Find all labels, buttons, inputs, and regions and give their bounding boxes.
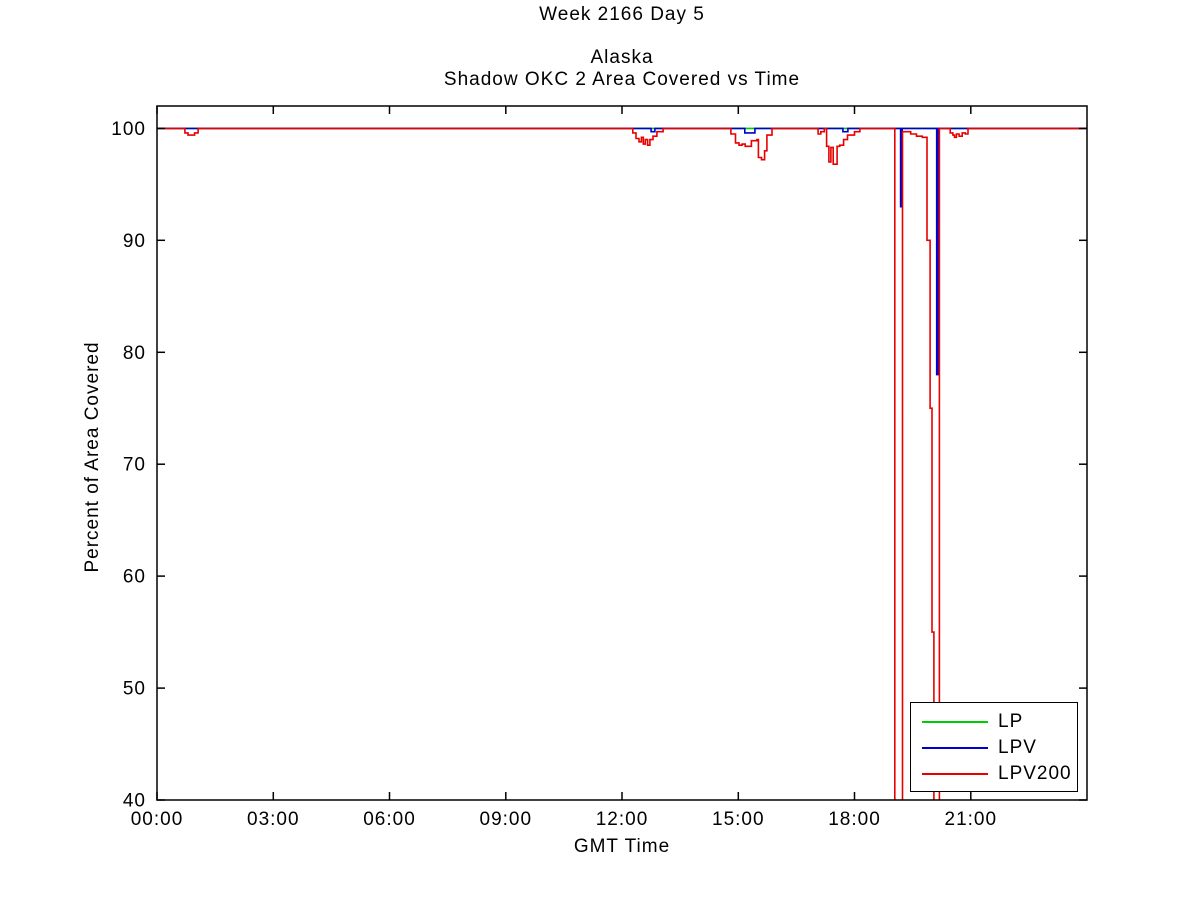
y-tick-label: 70: [123, 455, 146, 476]
legend-entry-lp: LP: [911, 709, 1077, 735]
y-tick-label: 100: [111, 119, 146, 140]
series-line-LPV: [157, 127, 1087, 376]
x-tick-label: 12:00: [596, 809, 649, 830]
plot-border: [156, 105, 1088, 801]
series-line-LPV200: [157, 127, 1087, 800]
y-tick-label: 90: [123, 231, 146, 252]
y-tick-label: 40: [123, 791, 146, 812]
x-tick-label: 06:00: [363, 809, 416, 830]
legend-label-lp: LP: [998, 711, 1024, 732]
chart-title: Alaska Shadow OKC 2 Area Covered vs Time: [157, 47, 1087, 91]
legend-line-lpv: [922, 747, 988, 749]
legend-line-lp: [922, 721, 988, 723]
figure-suptitle: Week 2166 Day 5: [539, 4, 705, 25]
x-tick-label: 09:00: [480, 809, 533, 830]
y-tick-label: 80: [123, 343, 146, 364]
x-axis-label: GMT Time: [573, 836, 671, 857]
chart-title-line2: Shadow OKC 2 Area Covered vs Time: [443, 69, 801, 90]
legend-label-lpv: LPV: [998, 737, 1037, 758]
y-tick-label: 50: [123, 679, 146, 700]
legend-label-lpv200: LPV200: [998, 763, 1072, 784]
x-tick-label: 00:00: [131, 809, 184, 830]
legend: LP LPV LPV200: [910, 702, 1078, 792]
x-tick-label: 15:00: [712, 809, 765, 830]
x-tick-label: 21:00: [945, 809, 998, 830]
chart-title-line1: Alaska: [590, 47, 654, 68]
x-tick-label: 03:00: [247, 809, 300, 830]
legend-entry-lpv200: LPV200: [911, 761, 1077, 787]
y-tick-label: 60: [123, 567, 146, 588]
x-tick-label: 18:00: [828, 809, 881, 830]
legend-entry-lpv: LPV: [911, 735, 1077, 761]
legend-line-lpv200: [922, 773, 988, 775]
